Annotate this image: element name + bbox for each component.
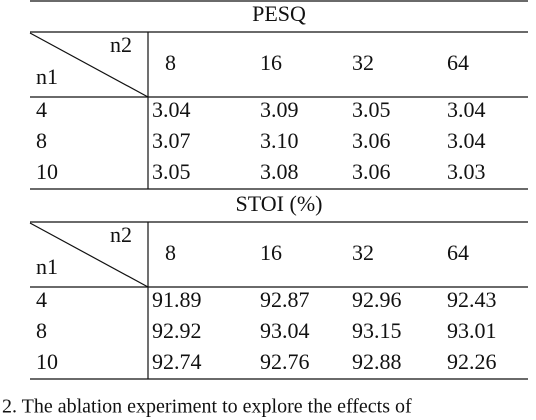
cell-value: 3.08 (260, 159, 299, 184)
column-label: 8 (165, 50, 176, 75)
cell-value: 92.43 (447, 287, 497, 312)
cell-value: 92.26 (447, 349, 497, 374)
cell-value: 3.06 (352, 128, 391, 153)
cell-value: 92.76 (260, 349, 310, 374)
caption: 2. The ablation experiment to explore th… (2, 396, 412, 418)
row-label: 8 (36, 318, 47, 343)
cell-value: 93.01 (447, 318, 497, 343)
col-header: n2 (110, 32, 132, 57)
cell-value: 3.05 (152, 159, 191, 184)
cell-value: 3.04 (447, 97, 486, 122)
cell-value: 3.09 (260, 97, 299, 122)
cell-value: 3.06 (352, 159, 391, 184)
column-label: 16 (260, 50, 282, 75)
column-label: 64 (447, 240, 469, 265)
row-label: 8 (36, 128, 47, 153)
row-label: 4 (36, 97, 47, 122)
cell-value: 91.89 (152, 287, 202, 312)
cell-value: 3.05 (352, 97, 391, 122)
diagonal (29, 32, 149, 98)
column-label: 32 (352, 240, 374, 265)
cell-value: 92.88 (352, 349, 402, 374)
cell-value: 3.03 (447, 159, 486, 184)
cell-value: 92.92 (152, 318, 202, 343)
col-header: n2 (110, 222, 132, 247)
cell-value: 92.96 (352, 287, 402, 312)
column-label: 64 (447, 50, 469, 75)
row-header: n1 (36, 64, 58, 89)
cell-value: 92.74 (152, 349, 202, 374)
cell-value: 93.04 (260, 318, 310, 343)
row-label: 10 (36, 159, 58, 184)
row-label: 4 (36, 287, 47, 312)
row-header: n1 (36, 254, 58, 279)
row-label: 10 (36, 349, 58, 374)
cell-value: 92.87 (260, 287, 310, 312)
column-label: 16 (260, 240, 282, 265)
cell-value: 93.15 (352, 318, 402, 343)
column-label: 8 (165, 240, 176, 265)
section-title: STOI (%) (236, 191, 323, 216)
column-label: 32 (352, 50, 374, 75)
cell-value: 3.07 (152, 128, 191, 153)
section-title: PESQ (252, 1, 306, 26)
cell-value: 3.04 (447, 128, 486, 153)
diagonal (29, 222, 149, 288)
cell-value: 3.10 (260, 128, 299, 153)
cell-value: 3.04 (152, 97, 191, 122)
